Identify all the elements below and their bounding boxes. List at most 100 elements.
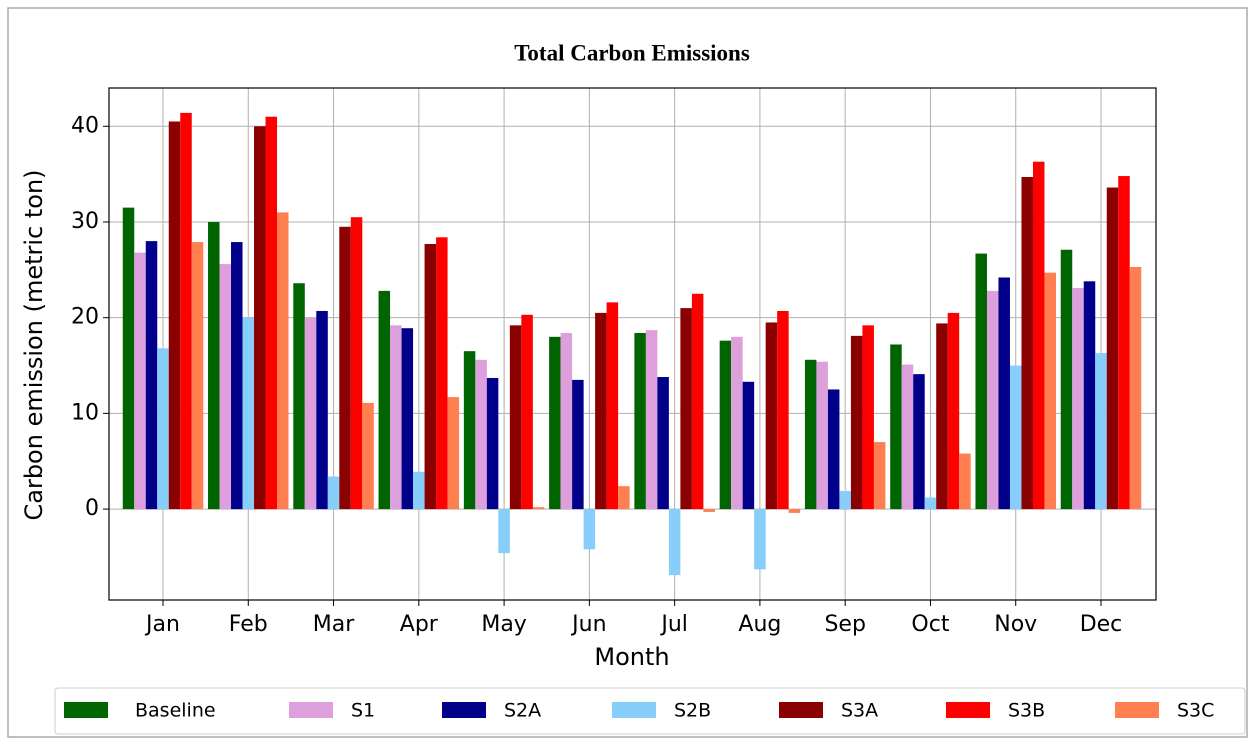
legend-swatch (289, 702, 333, 718)
bar (122, 207, 135, 510)
x-tick-label: Jun (570, 612, 606, 637)
bar (731, 336, 743, 510)
legend-label: S3C (1177, 700, 1214, 722)
bar (1009, 365, 1022, 510)
bar (1129, 266, 1142, 510)
bar (532, 507, 545, 510)
legend-swatch (64, 702, 108, 718)
bar (378, 290, 391, 510)
bar (986, 290, 999, 510)
bar (316, 310, 328, 510)
legend-swatch (612, 702, 656, 718)
bar (936, 323, 948, 510)
bar (680, 308, 692, 510)
bar (947, 312, 960, 510)
bar (1060, 249, 1073, 510)
bar (816, 361, 828, 510)
bar (424, 243, 437, 510)
bar (436, 237, 448, 510)
bar (521, 314, 533, 510)
bar (703, 509, 715, 512)
bar (304, 317, 317, 510)
chart-title: Total Carbon Emissions (514, 40, 750, 65)
bar (350, 217, 363, 510)
bar (839, 490, 851, 510)
legend-label: S3A (841, 700, 878, 722)
bar (145, 241, 158, 510)
bar (1072, 288, 1084, 510)
bar (913, 374, 925, 510)
bar (901, 364, 914, 510)
x-tick-label: Nov (994, 612, 1037, 637)
bar (657, 377, 669, 510)
bar (959, 453, 971, 510)
legend-label: S2B (674, 700, 711, 722)
bar (1118, 176, 1130, 510)
bar (486, 377, 499, 510)
x-tick-label: Sep (824, 612, 865, 637)
x-axis-label: Month (594, 643, 669, 671)
bar (765, 322, 778, 510)
bar (157, 348, 169, 510)
bar (924, 497, 937, 510)
bar (447, 397, 460, 510)
bar (634, 332, 646, 510)
bar (975, 253, 987, 510)
bar (754, 509, 766, 570)
bar (890, 344, 902, 510)
bar (1021, 177, 1033, 510)
bar (1032, 161, 1045, 510)
y-tick-label: 40 (71, 113, 99, 138)
legend-swatch (1115, 702, 1159, 718)
bar (788, 509, 801, 513)
bar (191, 242, 204, 510)
legend-swatch (442, 702, 486, 718)
bar (560, 332, 573, 510)
bar (401, 328, 414, 510)
legend-label: S1 (351, 700, 375, 722)
bar (265, 116, 278, 510)
bar (827, 389, 840, 510)
bar (1106, 187, 1119, 510)
x-tick-label: Apr (400, 612, 439, 637)
legend-label: S2A (504, 700, 541, 722)
bar (1095, 353, 1107, 510)
bar (742, 381, 755, 510)
bar (293, 283, 305, 510)
bar (463, 351, 476, 510)
bar (873, 442, 886, 510)
bar (509, 325, 522, 510)
bar (668, 509, 681, 576)
bar (606, 302, 619, 510)
bar (850, 335, 863, 510)
bar (219, 264, 232, 510)
y-axis-label: Carbon emission (metric ton) (20, 169, 48, 520)
bar (277, 212, 289, 510)
y-tick-label: 20 (71, 305, 99, 330)
legend-label: Baseline (135, 700, 216, 722)
x-tick-label: Feb (229, 612, 268, 637)
x-tick-label: Jul (659, 612, 688, 637)
bar (475, 359, 487, 510)
x-tick-label: Aug (738, 612, 781, 637)
bar (691, 293, 704, 510)
bar (168, 121, 181, 510)
bar (645, 330, 658, 510)
bar (339, 226, 351, 510)
bar (327, 476, 340, 510)
bar (719, 340, 732, 510)
bar (777, 310, 789, 510)
bar (134, 252, 146, 510)
bar (180, 112, 192, 510)
bar (1083, 281, 1096, 510)
x-tick-label: Mar (313, 612, 355, 637)
bar (1044, 272, 1056, 510)
bar (862, 325, 874, 510)
bar (998, 277, 1010, 510)
bar (572, 379, 584, 510)
x-tick-label: May (481, 612, 526, 637)
bar (595, 312, 607, 510)
y-tick-label: 10 (71, 400, 99, 425)
bar (583, 509, 596, 550)
